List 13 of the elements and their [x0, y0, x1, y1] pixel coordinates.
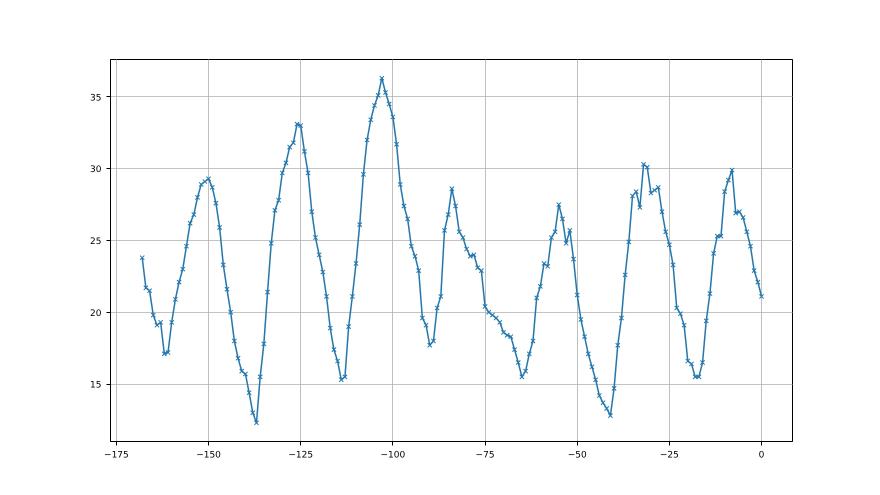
x-tick-label: −125	[288, 450, 314, 460]
y-tick-label: 25	[90, 236, 102, 247]
x-tick-label: −150	[196, 450, 222, 460]
x-tick-label: −50	[568, 450, 587, 460]
y-tick-label: 15	[90, 380, 102, 391]
y-tick-label: 20	[90, 308, 102, 319]
y-tick-label: 35	[90, 93, 102, 104]
y-tick-label: 30	[90, 165, 102, 176]
x-tick-label: −100	[380, 450, 406, 460]
x-tick-label: −175	[104, 450, 129, 460]
x-tick-label: −75	[476, 450, 495, 460]
x-tick-label: −25	[660, 450, 679, 460]
x-tick-label: 0	[758, 450, 765, 460]
